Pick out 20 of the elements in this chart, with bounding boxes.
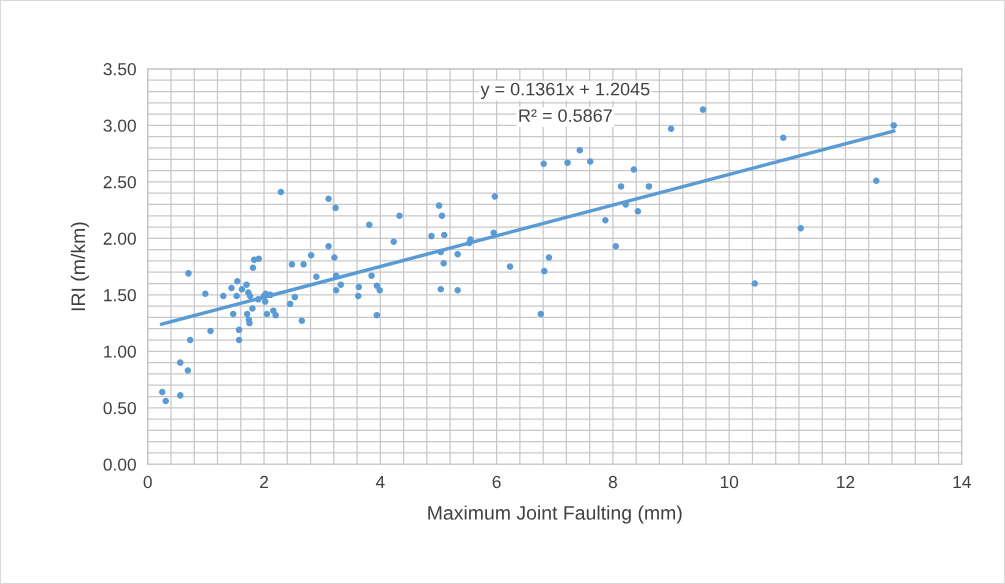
y-tick-label: 1.50 (104, 289, 136, 302)
y-tick-label: 2.50 (103, 176, 136, 189)
y-axis-title: IRI (m/km) (70, 222, 89, 311)
y-tick-label: 0.00 (103, 458, 136, 471)
x-tick-label: 2 (260, 475, 268, 488)
x-tick-label: 10 (720, 475, 739, 489)
x-tick-label: 4 (375, 476, 385, 488)
y-tick-label: 3.50 (103, 63, 136, 76)
y-tick-label: 3.00 (103, 119, 136, 132)
x-tick-label: 14 (953, 476, 971, 488)
annotation: R² = 0.5867 (519, 109, 612, 122)
x-tick-label: 8 (608, 475, 617, 489)
y-tick-label: 2.00 (103, 232, 136, 245)
y-tick-label: 0.50 (103, 401, 136, 415)
y-tick-label: 1.00 (104, 345, 136, 358)
annotation: y = 0.1361x + 1.2045 (480, 82, 650, 100)
x-tick-label: 12 (837, 475, 855, 488)
x-tick-label: 6 (492, 475, 501, 489)
x-axis-title: Maximum Joint Faulting (mm) (428, 505, 682, 524)
x-tick-label: 0 (143, 475, 152, 489)
